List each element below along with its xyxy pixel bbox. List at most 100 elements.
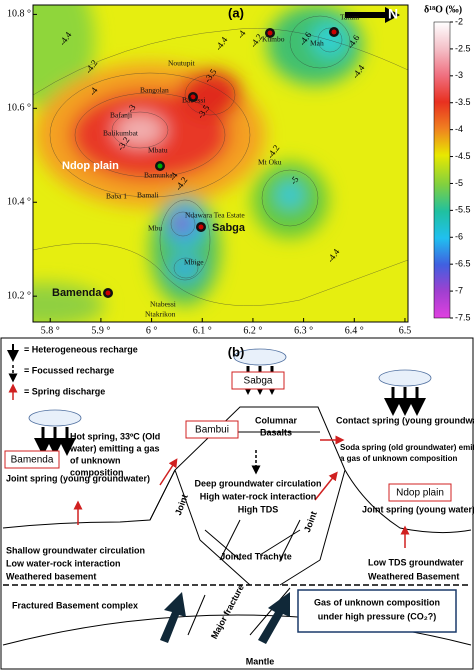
- colorbar: [433, 21, 451, 319]
- diagram-text: Joint: [302, 510, 319, 534]
- panel-label: (a): [228, 5, 244, 20]
- diagram-text: Major fracture: [209, 583, 246, 641]
- gas-box: [297, 589, 457, 633]
- diagram-text: Soda spring (old groundwater) emitting: [340, 443, 474, 452]
- y-tick-label: 10.6 °: [7, 103, 31, 114]
- y-tick-label: 10.8 °: [7, 9, 31, 20]
- panel-b-frame: [0, 337, 474, 670]
- diagram-text: Gas of unknown composition: [314, 597, 440, 607]
- diagram-text: Jointed Trachyte: [220, 551, 292, 561]
- colorbar-tick-label: -3: [455, 70, 463, 80]
- map-frame: [32, 4, 409, 323]
- x-tick-label: 5.8 °: [41, 325, 60, 336]
- site-label: Ntabessi: [150, 300, 176, 309]
- clouds: [28, 348, 432, 427]
- uplift-arrows: [160, 592, 290, 644]
- north-label: N: [388, 6, 398, 22]
- site-label: Kumbo: [262, 35, 285, 44]
- diagram-text: water) emitting a gas: [69, 443, 160, 453]
- site-box: [231, 371, 285, 390]
- site-box-label: Bambui: [195, 425, 229, 436]
- spring-arrows: [8, 383, 410, 548]
- site-label: Bafanji: [110, 111, 132, 120]
- diagram-text: Low TDS groundwater: [368, 557, 464, 567]
- diagram-text: Contact spring (young groundwater): [336, 415, 474, 425]
- site-marker-core: [157, 163, 163, 169]
- site-marker-core: [198, 224, 204, 230]
- focussed-arrows: [8, 365, 261, 475]
- legend-label: = Spring discharge: [24, 386, 105, 396]
- colorbar-tick-label: -2.5: [455, 43, 471, 53]
- colorbar-title: δ¹⁸O (‰): [424, 4, 462, 15]
- diagram-text: a gas of unknown composition: [340, 454, 457, 463]
- diagram-text: High water-rock interaction: [200, 491, 317, 501]
- site-label: Balikumbat: [103, 129, 139, 138]
- colorbar-tick-label: -6: [455, 232, 463, 242]
- y-tick-label: 10.2 °: [7, 290, 31, 301]
- diagram-text: under high pressure (CO₂?): [318, 611, 437, 621]
- site-box-label: Bamenda: [11, 455, 54, 466]
- diagram-text: Low water-rock interaction: [6, 558, 121, 568]
- north-arrow: [345, 7, 400, 23]
- diagram-text: composition: [70, 467, 124, 477]
- diagram-text: Fractured Basement complex: [12, 600, 138, 610]
- contour-field: [33, 5, 408, 322]
- x-tick-label: 6 °: [146, 325, 158, 336]
- site-label: Noutupit: [168, 59, 196, 68]
- diagram-text: Joint spring (young groundwater): [6, 473, 150, 483]
- site-label: Bamunka: [144, 171, 173, 180]
- site-box-label: Ndop plain: [396, 488, 444, 499]
- diagram-text: Mantle: [246, 656, 275, 666]
- diagram-text: Joint spring (young water): [362, 504, 474, 514]
- colorbar-tick-label: -6.5: [455, 259, 471, 269]
- diagram-text: Hot spring, 33ºC (Old: [70, 431, 160, 441]
- x-tick-label: 6.2 °: [243, 325, 262, 336]
- site-label: Bangolan: [140, 86, 169, 95]
- colorbar-tick-label: -5: [455, 178, 463, 188]
- site-label: Sabga: [212, 222, 246, 234]
- site-label: Mt Oku: [258, 158, 282, 167]
- site-box: [388, 483, 452, 502]
- site-label: Ndop plain: [62, 160, 119, 172]
- site-marker-core: [267, 30, 273, 36]
- x-tick-label: 6.4 °: [345, 325, 364, 336]
- site-label: Mbu: [148, 224, 162, 233]
- diagram-text: High TDS: [238, 504, 279, 514]
- site-label: Mbatu: [148, 146, 168, 155]
- diagram-text: Basalts: [260, 427, 292, 437]
- x-tick-label: 5.9 °: [91, 325, 110, 336]
- site-marker-core: [190, 94, 196, 100]
- site-label: Tatum: [340, 13, 359, 22]
- colorbar-tick-label: -7: [455, 285, 463, 295]
- site-marker-core: [331, 29, 337, 35]
- legend-label: = Heterogeneous recharge: [24, 344, 138, 354]
- site-label: Baba 1: [106, 192, 127, 201]
- site-label: Bamenda: [52, 287, 102, 299]
- colorbar-tick-label: -3.5: [455, 97, 471, 107]
- site-label: Ntakrikon: [145, 310, 176, 319]
- site-label: Ndawara Tea Estate: [185, 211, 245, 220]
- site-label: Mah: [310, 39, 324, 48]
- diagram-text: of unknown: [70, 455, 121, 465]
- diagram-text: Weathered Basement: [368, 571, 459, 581]
- diagram-text: Deep groundwater circulation: [194, 478, 321, 488]
- diagram-text: Weathered basement: [6, 571, 96, 581]
- diagram-text: Columnar: [255, 415, 298, 425]
- x-tick-label: 6.5: [399, 325, 412, 336]
- site-box: [4, 450, 60, 469]
- y-tick-label: 10.4 °: [7, 197, 31, 208]
- colorbar-tick-label: -7.5: [455, 312, 471, 322]
- site-box-label: Sabga: [244, 376, 273, 387]
- x-tick-label: 6.1 °: [193, 325, 212, 336]
- panel-label: (b): [228, 344, 245, 359]
- site-label: Bamali: [137, 191, 159, 200]
- colorbar-tick-label: -5.5: [455, 205, 471, 215]
- colorbar-tick-label: -2: [455, 16, 463, 26]
- site-box: [185, 420, 239, 439]
- colorbar-tick-label: -4.5: [455, 151, 471, 161]
- site-label: Babessi: [182, 96, 205, 105]
- legend-label: = Focussed recharge: [24, 365, 114, 375]
- site-marker-core: [105, 290, 111, 296]
